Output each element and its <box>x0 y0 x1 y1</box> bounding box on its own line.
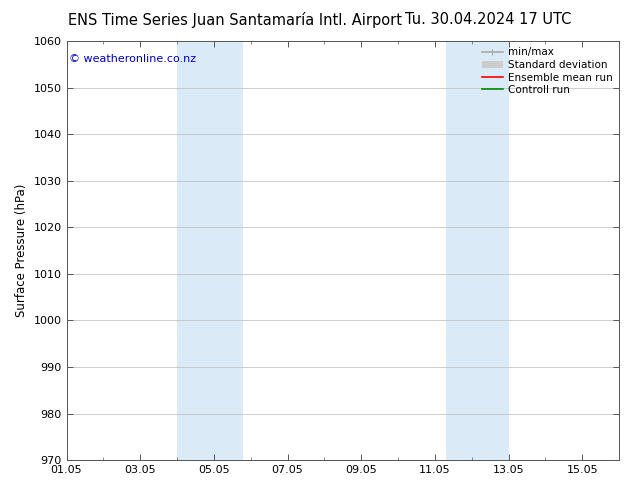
Legend: min/max, Standard deviation, Ensemble mean run, Controll run: min/max, Standard deviation, Ensemble me… <box>479 44 616 98</box>
Y-axis label: Surface Pressure (hPa): Surface Pressure (hPa) <box>15 184 28 318</box>
Bar <box>177 41 243 460</box>
Bar <box>446 41 508 460</box>
Text: Tu. 30.04.2024 17 UTC: Tu. 30.04.2024 17 UTC <box>405 12 571 27</box>
Text: ENS Time Series Juan Santamaría Intl. Airport: ENS Time Series Juan Santamaría Intl. Ai… <box>68 12 401 28</box>
Text: © weatheronline.co.nz: © weatheronline.co.nz <box>69 53 197 64</box>
